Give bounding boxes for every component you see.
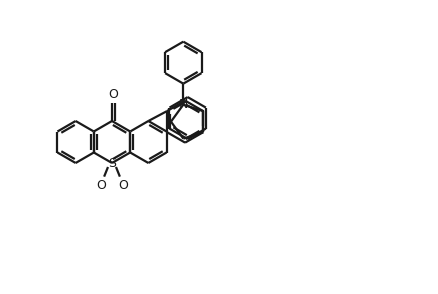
Text: S: S [108,156,116,170]
Text: O: O [109,88,118,101]
Text: O: O [118,179,128,192]
Text: N: N [179,98,188,111]
Text: O: O [96,179,106,192]
